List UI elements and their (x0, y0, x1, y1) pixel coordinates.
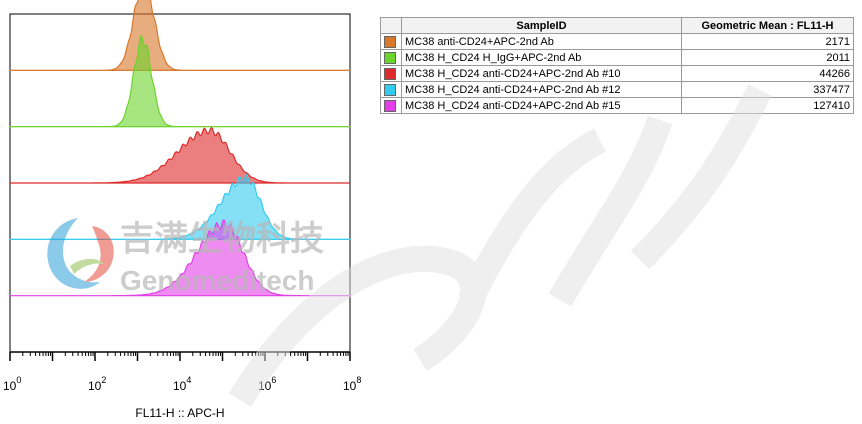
sample-name-cell: MC38 H_CD24 anti-CD24+APC-2nd Ab #10 (401, 65, 682, 82)
table-header-sampleid: SampleID (401, 17, 682, 34)
sample-name-cell: MC38 H_CD24 anti-CD24+APC-2nd Ab #15 (401, 97, 682, 114)
x-tick-label: 106 (258, 375, 276, 393)
x-tick-label: 104 (173, 375, 191, 393)
sample-name-cell: MC38 H_CD24 H_IgG+APC-2nd Ab (401, 49, 682, 66)
histogram-series (9, 34, 351, 128)
table-row: MC38 H_CD24 H_IgG+APC-2nd Ab 2011 (380, 49, 854, 66)
table-header-swatch (380, 17, 402, 34)
sample-name-cell: MC38 H_CD24 anti-CD24+APC-2nd Ab #12 (401, 81, 682, 98)
x-tick-label: 102 (88, 375, 106, 393)
table-row: MC38 H_CD24 anti-CD24+APC-2nd Ab #15 127… (380, 97, 854, 114)
sample-name-cell: MC38 anti-CD24+APC-2nd Ab (401, 33, 682, 50)
color-swatch (384, 67, 396, 80)
color-swatch (384, 99, 396, 112)
color-swatch (384, 51, 396, 64)
geomean-value-cell: 2171 (681, 33, 854, 50)
geomean-value-cell: 2011 (681, 49, 854, 66)
histogram-series (9, 0, 351, 71)
table-header-geomean: Geometric Mean : FL11-H (681, 17, 854, 34)
sample-table: SampleID Geometric Mean : FL11-H MC38 an… (380, 17, 854, 114)
table-row: MC38 H_CD24 anti-CD24+APC-2nd Ab #12 337… (380, 81, 854, 98)
color-swatch (384, 35, 396, 48)
geomean-value-cell: 44266 (681, 65, 854, 82)
x-axis-label: FL11-H :: APC-H (135, 406, 224, 420)
geomean-value-cell: 127410 (681, 97, 854, 114)
color-swatch (384, 83, 396, 96)
histogram-series (10, 126, 350, 184)
table-row: MC38 H_CD24 anti-CD24+APC-2nd Ab #10 442… (380, 65, 854, 82)
x-tick-label: 100 (3, 375, 21, 393)
table-row: MC38 anti-CD24+APC-2nd Ab 2171 (380, 33, 854, 50)
table-header-row: SampleID Geometric Mean : FL11-H (380, 17, 854, 34)
geomean-value-cell: 337477 (681, 81, 854, 98)
x-tick-label: 108 (343, 375, 361, 393)
